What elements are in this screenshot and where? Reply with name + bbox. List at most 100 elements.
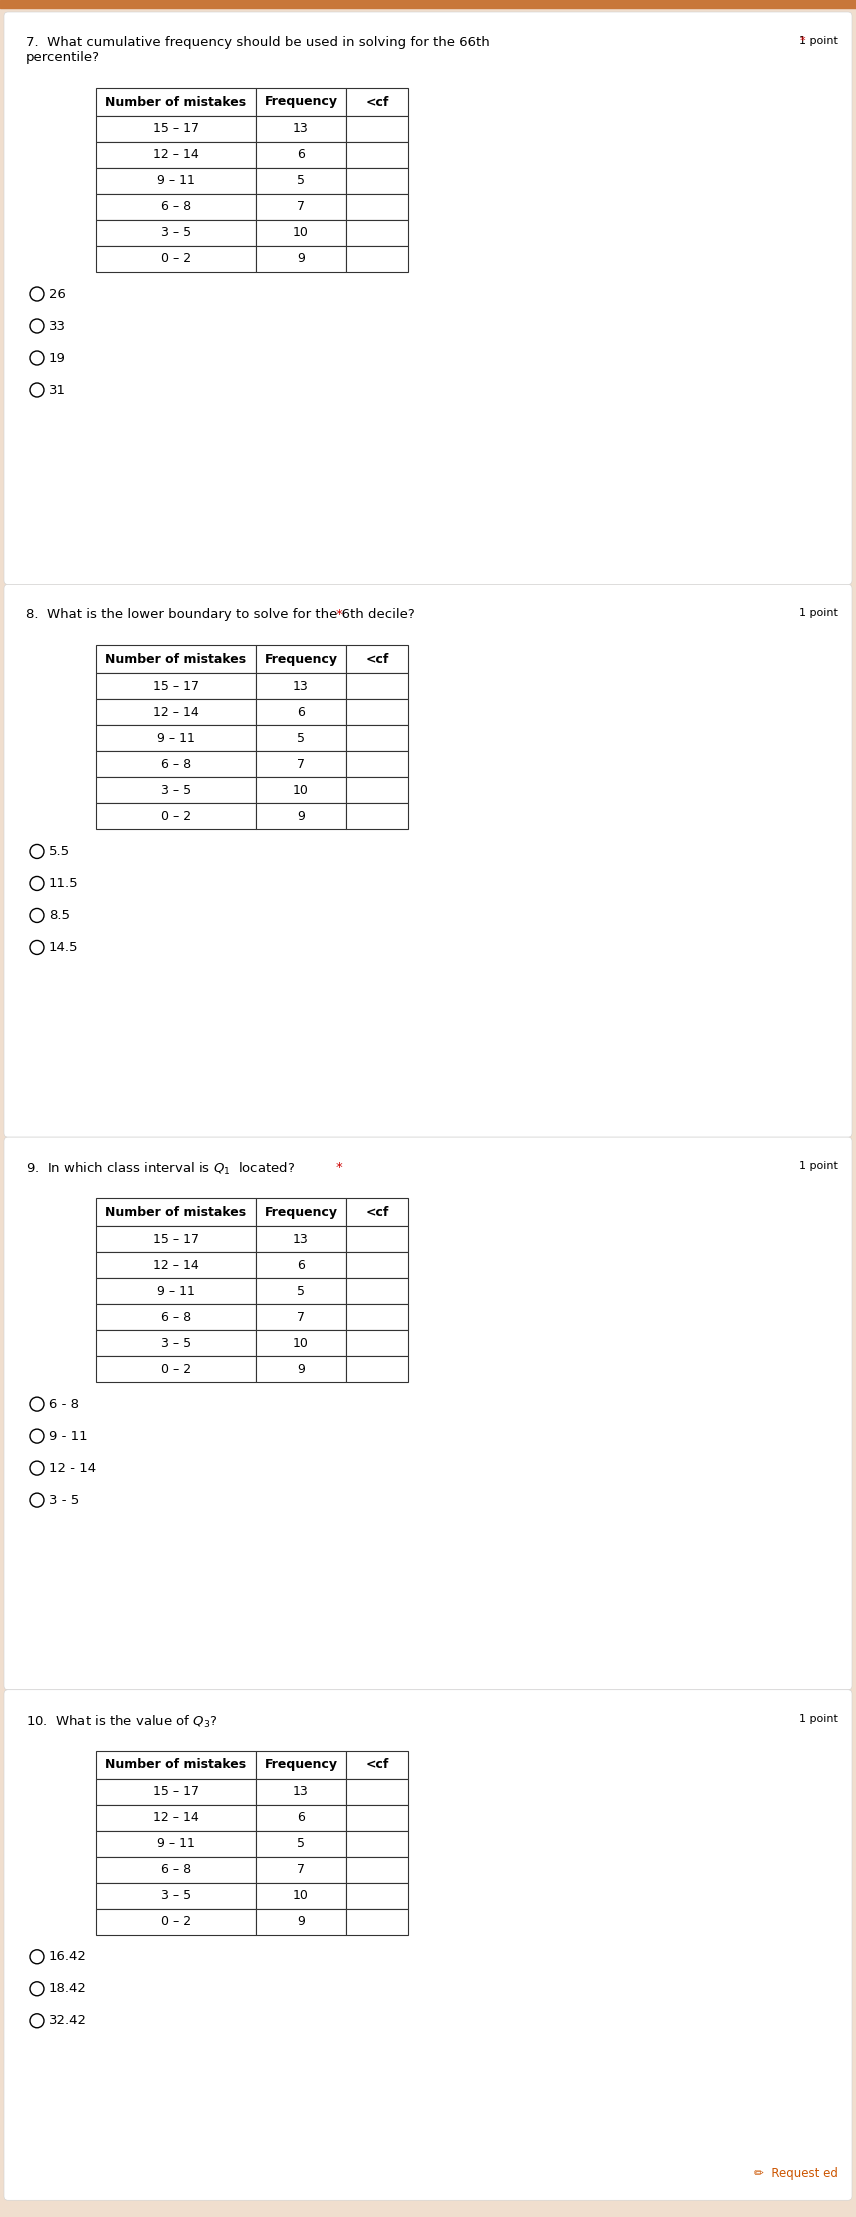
- Bar: [346, 142, 408, 168]
- Text: 8.5: 8.5: [49, 909, 70, 922]
- Text: <cf: <cf: [366, 95, 389, 109]
- Bar: [96, 1831, 256, 1858]
- Bar: [256, 168, 346, 195]
- Bar: [256, 1253, 346, 1279]
- Bar: [96, 1197, 256, 1226]
- Bar: [96, 1778, 256, 1805]
- FancyBboxPatch shape: [4, 1137, 852, 1689]
- Text: 0 – 2: 0 – 2: [161, 1915, 191, 1929]
- Bar: [256, 115, 346, 142]
- Bar: [256, 1330, 346, 1357]
- Bar: [256, 1304, 346, 1330]
- Text: Number of mistakes: Number of mistakes: [105, 1758, 247, 1771]
- Bar: [256, 645, 346, 674]
- Text: 7: 7: [297, 1862, 305, 1876]
- Text: Frequency: Frequency: [265, 1758, 337, 1771]
- Bar: [96, 1253, 256, 1279]
- Bar: [96, 1357, 256, 1381]
- Text: 31: 31: [49, 384, 66, 397]
- Bar: [346, 246, 408, 273]
- Bar: [96, 1751, 256, 1778]
- Text: 1 point: 1 point: [800, 607, 838, 619]
- Text: *: *: [336, 1162, 342, 1175]
- Text: 13: 13: [293, 1233, 309, 1246]
- Bar: [346, 1831, 408, 1858]
- Bar: [256, 1357, 346, 1381]
- Bar: [346, 1330, 408, 1357]
- Bar: [256, 219, 346, 246]
- Text: <cf: <cf: [366, 654, 389, 665]
- Bar: [96, 246, 256, 273]
- Bar: [346, 168, 408, 195]
- Text: 32.42: 32.42: [49, 2015, 87, 2026]
- Bar: [256, 725, 346, 752]
- Text: 7.  What cumulative frequency should be used in solving for the 66th
percentile?: 7. What cumulative frequency should be u…: [26, 35, 490, 64]
- Text: 6 – 8: 6 – 8: [161, 1862, 191, 1876]
- Bar: [96, 115, 256, 142]
- Text: 6: 6: [297, 1259, 305, 1273]
- Bar: [256, 1831, 346, 1858]
- Text: 9: 9: [297, 1915, 305, 1929]
- Text: 1 point: 1 point: [800, 1714, 838, 1725]
- Text: 3 - 5: 3 - 5: [49, 1494, 80, 1508]
- Bar: [256, 1909, 346, 1935]
- Bar: [96, 1304, 256, 1330]
- Text: 0 – 2: 0 – 2: [161, 253, 191, 266]
- Bar: [96, 752, 256, 778]
- Bar: [346, 698, 408, 725]
- Text: 10.  What is the value of $Q_3$?: 10. What is the value of $Q_3$?: [26, 1714, 217, 1729]
- Bar: [346, 1751, 408, 1778]
- Text: 0 – 2: 0 – 2: [161, 809, 191, 823]
- Text: 9 – 11: 9 – 11: [157, 175, 195, 188]
- Bar: [346, 1197, 408, 1226]
- Text: 14.5: 14.5: [49, 940, 79, 953]
- Bar: [96, 195, 256, 219]
- Text: 12 – 14: 12 – 14: [153, 149, 199, 162]
- Text: 12 – 14: 12 – 14: [153, 1811, 199, 1825]
- Bar: [346, 1304, 408, 1330]
- Bar: [96, 1279, 256, 1304]
- Text: 7: 7: [297, 758, 305, 772]
- Text: 9: 9: [297, 1363, 305, 1375]
- Text: 16.42: 16.42: [49, 1951, 86, 1964]
- Bar: [256, 752, 346, 778]
- Bar: [346, 1909, 408, 1935]
- Text: *: *: [336, 607, 342, 621]
- Text: 5: 5: [297, 175, 305, 188]
- Bar: [346, 752, 408, 778]
- Bar: [346, 1357, 408, 1381]
- Text: 1 point: 1 point: [800, 1162, 838, 1171]
- Text: Number of mistakes: Number of mistakes: [105, 1206, 247, 1219]
- Bar: [256, 1858, 346, 1882]
- Text: 5: 5: [297, 732, 305, 745]
- Bar: [256, 195, 346, 219]
- Text: 9 – 11: 9 – 11: [157, 1284, 195, 1297]
- Text: 9 – 11: 9 – 11: [157, 732, 195, 745]
- Text: 15 – 17: 15 – 17: [153, 1785, 199, 1798]
- Text: 10: 10: [293, 226, 309, 239]
- Text: 13: 13: [293, 122, 309, 135]
- Text: 0 – 2: 0 – 2: [161, 1363, 191, 1375]
- Text: 12 – 14: 12 – 14: [153, 705, 199, 718]
- Text: 10: 10: [293, 1337, 309, 1350]
- Bar: [96, 725, 256, 752]
- Text: <cf: <cf: [366, 1206, 389, 1219]
- Bar: [346, 89, 408, 115]
- Bar: [346, 1805, 408, 1831]
- Bar: [256, 1778, 346, 1805]
- Text: 9 – 11: 9 – 11: [157, 1838, 195, 1851]
- Text: 33: 33: [49, 319, 66, 333]
- Bar: [346, 645, 408, 674]
- Bar: [256, 1882, 346, 1909]
- Text: 7: 7: [297, 200, 305, 213]
- Bar: [256, 142, 346, 168]
- Bar: [96, 168, 256, 195]
- Text: 3 – 5: 3 – 5: [161, 1889, 191, 1902]
- Bar: [96, 219, 256, 246]
- Bar: [96, 89, 256, 115]
- Bar: [256, 1279, 346, 1304]
- Bar: [346, 803, 408, 829]
- Bar: [96, 1858, 256, 1882]
- Bar: [96, 142, 256, 168]
- Bar: [256, 1197, 346, 1226]
